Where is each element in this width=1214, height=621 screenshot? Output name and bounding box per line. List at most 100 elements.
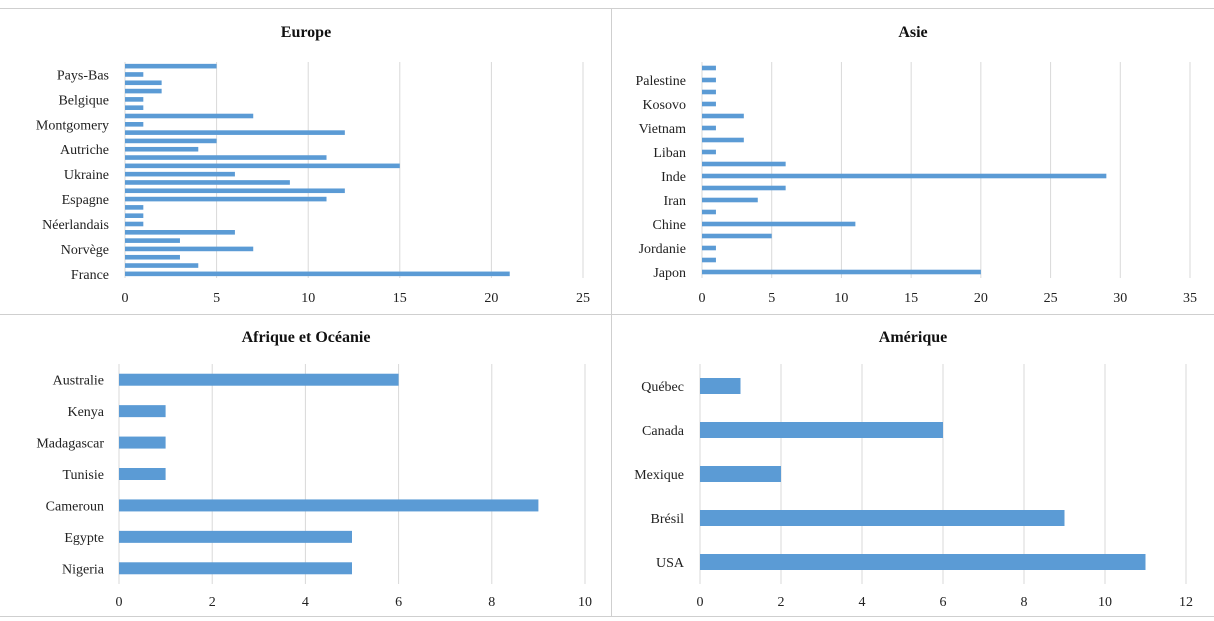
- europe-category-label: Pays-Bas: [57, 68, 109, 83]
- europe-bar: [125, 254, 180, 260]
- europe-bar: [125, 263, 199, 268]
- afrique-category-label: Tunisie: [62, 468, 104, 483]
- asie-tick-label: 0: [699, 291, 706, 306]
- afrique-bar: [119, 499, 539, 512]
- asie-tick-label: 30: [1113, 291, 1127, 306]
- asie-tick-label: 15: [904, 291, 918, 306]
- afrique-category-label: Kenya: [67, 405, 104, 420]
- europe-bar: [125, 122, 144, 127]
- asie-category-label: Chine: [653, 218, 686, 233]
- europe-bar: [125, 221, 144, 227]
- europe-tick-label: 25: [576, 291, 590, 306]
- amerique-tick-label: 0: [697, 595, 704, 610]
- asie-bar: [702, 125, 716, 131]
- asie-tick-label: 10: [834, 291, 848, 306]
- afrique-bar: [119, 468, 166, 480]
- asie-category-label: Jordanie: [639, 242, 686, 257]
- europe-tick-label: 15: [393, 291, 407, 306]
- europe-category-label: Belgique: [58, 93, 109, 108]
- asie-category-label: Vietnam: [639, 122, 686, 137]
- afrique-tick-label: 4: [302, 595, 309, 610]
- afrique-bar: [119, 530, 352, 543]
- asie-category-label: Inde: [661, 170, 686, 185]
- europe-category-label: Espagne: [62, 193, 109, 208]
- bottom-border: [0, 616, 1214, 617]
- europe-bar: [125, 138, 217, 144]
- amerique-bar: [700, 422, 943, 438]
- afrique-chart-title: Afrique et Océanie: [242, 329, 371, 346]
- vertical-divider: [611, 8, 612, 616]
- asie-bar: [702, 137, 744, 143]
- afrique-category-label: Egypte: [64, 531, 104, 546]
- amerique-tick-label: 4: [859, 595, 866, 610]
- asie-bar: [702, 77, 716, 83]
- afrique-tick-label: 2: [209, 595, 216, 610]
- afrique-tick-label: 10: [578, 595, 592, 610]
- asie-bar: [702, 269, 981, 275]
- europe-chart-title: Europe: [281, 24, 331, 41]
- europe-bar: [125, 63, 217, 69]
- europe-bar: [125, 80, 162, 86]
- europe-tick-label: 20: [484, 291, 498, 306]
- asie-bar: [702, 173, 1107, 179]
- afrique-category-label: Cameroun: [46, 499, 104, 514]
- asie-bar: [702, 101, 716, 107]
- afrique-tick-label: 8: [488, 595, 495, 610]
- amerique-category-label: Mexique: [634, 468, 684, 483]
- amerique-tick-label: 6: [940, 595, 947, 610]
- asie-bar: [702, 209, 716, 215]
- asie-bar: [702, 257, 716, 263]
- europe-bar: [125, 238, 180, 243]
- horizontal-divider: [0, 314, 1214, 315]
- asie-category-label: Palestine: [635, 74, 686, 89]
- afrique-bar: [119, 562, 352, 575]
- top-border: [0, 8, 1214, 9]
- europe-tick-label: 10: [301, 291, 315, 306]
- europe-bar: [125, 188, 345, 194]
- amerique-category-label: Canada: [642, 424, 685, 439]
- europe-bar: [125, 105, 144, 110]
- amerique-category-label: USA: [656, 556, 685, 571]
- amerique-tick-label: 8: [1021, 595, 1028, 610]
- europe-category-label: Autriche: [60, 143, 109, 158]
- asie-bar: [702, 185, 786, 191]
- europe-bar: [125, 88, 162, 94]
- amerique-tick-label: 12: [1179, 595, 1193, 610]
- europe-bar: [125, 155, 327, 160]
- amerique-bar: [700, 554, 1146, 570]
- asie-bar: [702, 65, 716, 71]
- asie-bar: [702, 233, 772, 239]
- afrique-bar: [119, 373, 399, 386]
- europe-tick-label: 0: [122, 291, 129, 306]
- afrique-bar: [119, 436, 166, 449]
- europe-bar: [125, 213, 144, 218]
- amerique-bar: [700, 378, 741, 394]
- amerique-category-label: Québec: [641, 380, 684, 395]
- asie-bar: [702, 149, 716, 155]
- europe-bar: [125, 97, 144, 102]
- europe-category-label: France: [71, 268, 109, 283]
- europe-tick-label: 5: [213, 291, 220, 306]
- europe-category-label: Ukraine: [64, 168, 109, 183]
- asie-bar: [702, 221, 856, 227]
- asie-tick-label: 25: [1044, 291, 1058, 306]
- europe-category-label: Néerlandais: [42, 218, 109, 233]
- asie-tick-label: 20: [974, 291, 988, 306]
- amerique-category-label: Brésil: [651, 512, 685, 527]
- amerique-chart-title: Amérique: [879, 329, 947, 346]
- afrique-category-label: Nigeria: [62, 562, 105, 577]
- europe-bar: [125, 230, 235, 235]
- asie-bar: [702, 197, 758, 203]
- europe-bar: [125, 196, 327, 202]
- amerique-bar: [700, 510, 1065, 526]
- asie-tick-label: 5: [768, 291, 775, 306]
- europe-bar: [125, 113, 254, 119]
- asie-bar: [702, 245, 716, 251]
- afrique-bar: [119, 405, 166, 418]
- asie-chart-title: Asie: [898, 24, 927, 41]
- europe-bar: [125, 163, 400, 169]
- asie-category-label: Kosovo: [642, 98, 686, 113]
- amerique-tick-label: 2: [778, 595, 785, 610]
